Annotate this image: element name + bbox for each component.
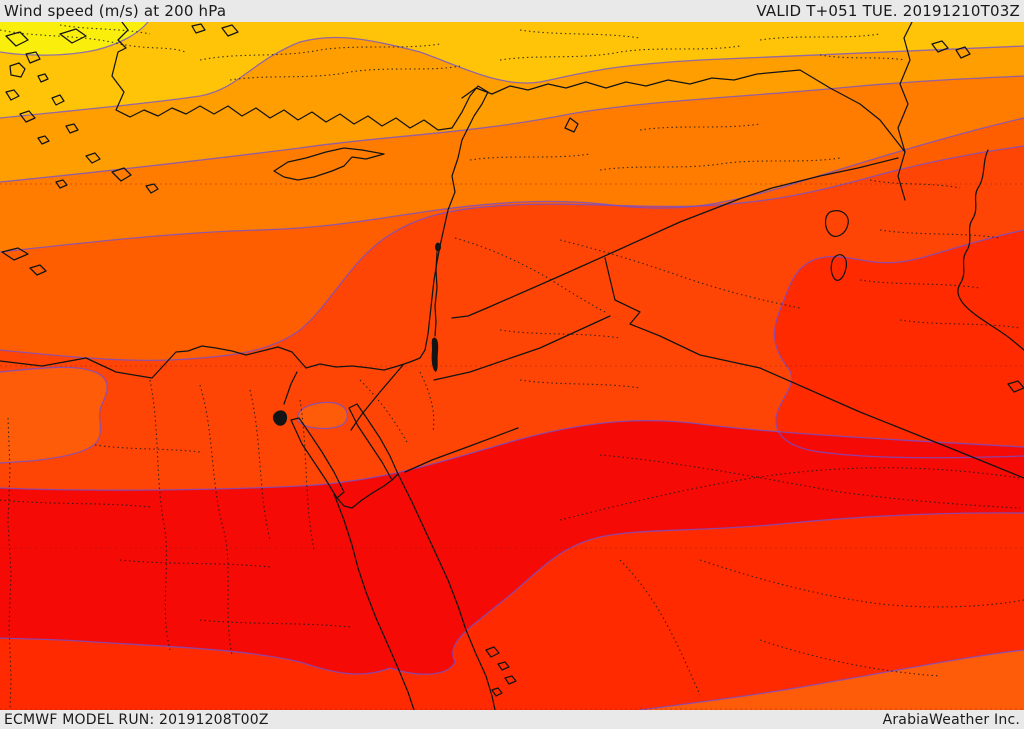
band-yellow-blob	[0, 22, 148, 56]
map-title: Wind speed (m/s) at 200 hPa	[4, 2, 227, 20]
header-bar: Wind speed (m/s) at 200 hPa VALID T+051 …	[0, 0, 1024, 22]
gulf-of-suez	[290, 417, 345, 499]
saudi-border-sw	[433, 315, 611, 381]
latitude-gridlines	[0, 183, 1024, 710]
dotted-admin-borders	[0, 24, 1024, 710]
red-sea-islands	[485, 646, 517, 697]
red-sea-west-coast	[333, 493, 415, 710]
band-sinai-light-oval	[298, 402, 348, 429]
turkey-lakes	[191, 23, 579, 133]
syria-iraq-border	[486, 157, 899, 309]
van-urmia-lakes	[931, 40, 971, 59]
jordan-saudi-border	[604, 257, 1024, 479]
isotach-contours	[0, 22, 1024, 710]
jordan-river	[434, 251, 438, 337]
lakes-filled	[272, 242, 441, 426]
band-below-jet	[0, 512, 1024, 710]
iran-border	[897, 22, 913, 201]
aegean-islands	[1, 28, 159, 276]
gulf-islands	[824, 210, 1024, 393]
sinai-south-tip	[336, 479, 393, 509]
sea-of-galilee	[435, 242, 441, 252]
dead-sea	[431, 337, 439, 372]
red-sea-east-coast	[397, 473, 496, 710]
bitter-lake	[272, 410, 288, 426]
suez-canal	[283, 371, 298, 405]
syria-jordan-border	[451, 307, 488, 319]
brand-label: ArabiaWeather Inc.	[882, 711, 1020, 728]
saudi-border-aqaba	[404, 427, 519, 473]
footer-bar: ECMWF MODEL RUN: 20191208T00Z ArabiaWeat…	[0, 710, 1024, 729]
turkey-syria-border	[461, 69, 906, 153]
model-run-label: ECMWF MODEL RUN: 20191208T00Z	[4, 711, 269, 728]
israel-egypt-border	[350, 364, 404, 431]
band-jet-red	[0, 420, 1024, 675]
cyprus-coastline	[273, 147, 385, 181]
mediterranean-coastline	[0, 22, 489, 379]
band-left-light-wedge	[0, 367, 108, 463]
band-right-red-blob	[774, 230, 1024, 458]
valid-time-label: VALID T+051 TUE. 20191210T03Z	[756, 2, 1020, 20]
coastlines-borders	[0, 22, 1024, 710]
persian-gulf-coast	[957, 149, 1024, 351]
